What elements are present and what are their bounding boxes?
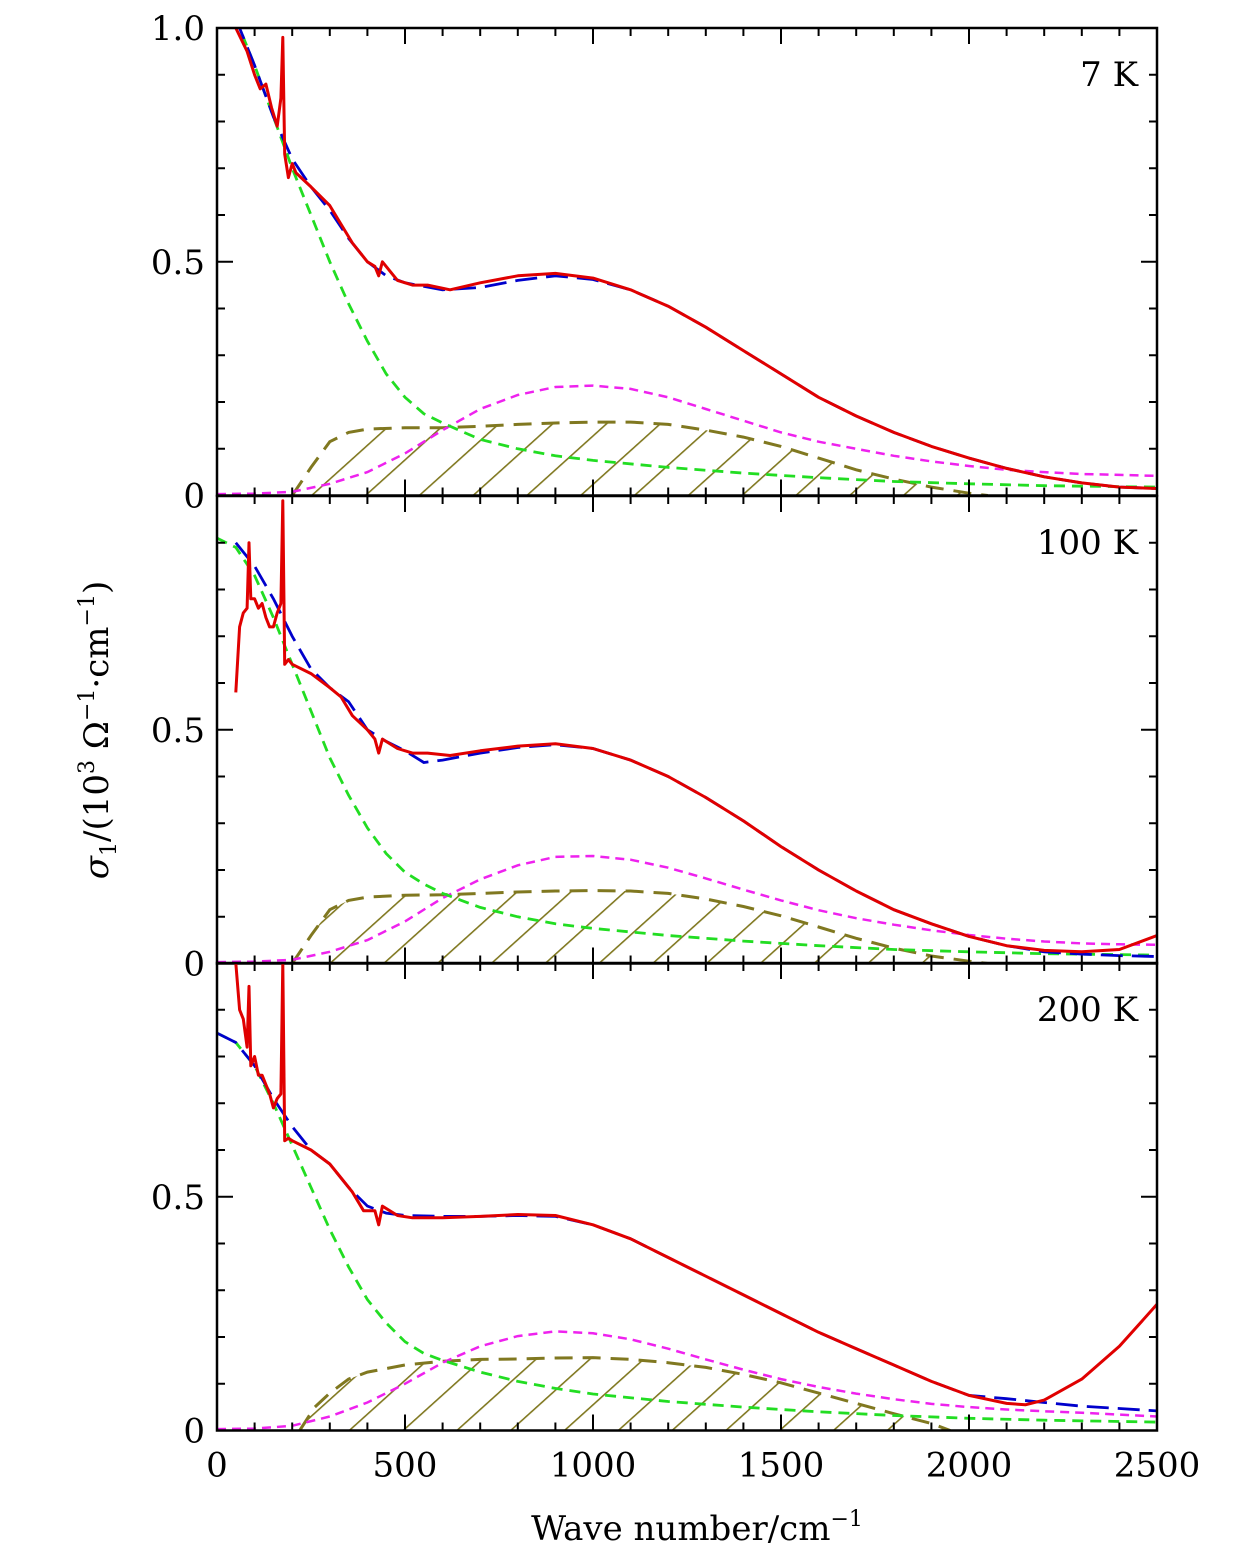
panels: 0 0.5 1.0 7 K 0 0.5 100 K 0 0.5 200 K 0 500 1000 1500… (151, 9, 1200, 1486)
x-tick-label: 2000 (926, 1446, 1013, 1486)
panel-3-measured-curve (234, 963, 1157, 1407)
panel-3-y-tick-label: 0.5 (151, 1178, 205, 1218)
panel-2-plot-area (217, 499, 1157, 963)
panel-3-temperature-label: 200 K (1037, 990, 1139, 1030)
panel-1-measured-curve (234, 28, 1157, 490)
panel-3-drude-curve (217, 1031, 1157, 1424)
panel-1-fit-curve (238, 28, 1157, 490)
panel-2-drude-curve (217, 536, 1157, 957)
panel-1-hatched-area (292, 422, 988, 496)
panel-2-frame (215, 494, 1159, 965)
panel-2-y-tick-label: 0.5 (151, 711, 205, 751)
panel-1-temperature-label: 7 K (1080, 55, 1138, 95)
x-tick-label: 2500 (1114, 1446, 1201, 1486)
panel-1: 0 0.5 1.0 7 K (151, 9, 1159, 517)
panel-2-fit-curve (234, 541, 1157, 958)
panel-2-y-tick-label: 0 (183, 945, 205, 985)
panel-2-lorentz-curve (217, 854, 1157, 963)
panel-3-plot-area (217, 963, 1157, 1431)
panel-1-y-tick-label: 0.5 (151, 243, 205, 283)
svg-text:σ1/(103 Ω−1·cm−1): σ1/(103 Ω−1·cm−1) (75, 581, 122, 879)
panel-1-plot-area (217, 28, 1157, 496)
panel-1-drude-curve (238, 28, 1157, 489)
panel-2: 0 0.5 100 K (151, 494, 1159, 985)
x-tick-label: 0 (206, 1446, 228, 1486)
panel-1-hatched-outline (290, 420, 988, 496)
panel-1-frame (215, 26, 1159, 497)
x-tick-label: 500 (373, 1446, 438, 1486)
panel-2-hatched-area (292, 890, 984, 963)
panel-3-fit-curve (217, 1031, 1157, 1413)
x-tick-label: 1000 (550, 1446, 637, 1486)
x-axis-label: Wave number/cm−1 (531, 1507, 863, 1549)
panel-1-lorentz-curve (217, 384, 1157, 496)
panel-2-measured-curve (234, 499, 1157, 954)
panel-1-y-tick-label: 1.0 (151, 9, 205, 49)
panel-3-y-tick-label: 0 (183, 1412, 205, 1452)
panel-3-hatched-area (299, 1357, 951, 1431)
x-tick-label: 1500 (738, 1446, 825, 1486)
panel-1-y-tick-label: 0 (183, 477, 205, 517)
panel-3: 0 0.5 200 K (151, 961, 1159, 1452)
panel-3-lorentz-curve (217, 1330, 1157, 1431)
panel-2-temperature-label: 100 K (1037, 523, 1139, 563)
y-axis-label: σ1/(103 Ω−1·cm−1) (75, 581, 122, 879)
panel-3-hatched-outline (298, 1356, 951, 1431)
panel-2-hatched-outline (290, 889, 988, 963)
